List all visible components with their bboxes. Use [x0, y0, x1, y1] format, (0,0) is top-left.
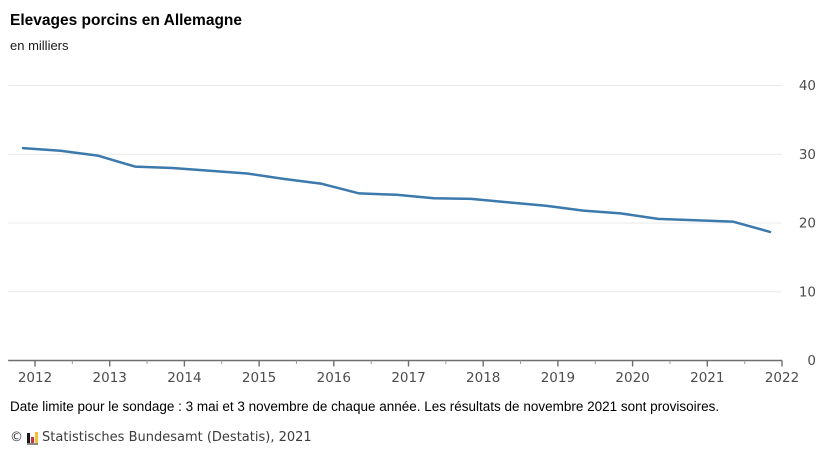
y-tick-label-30: 30 — [799, 147, 816, 163]
x-tick-label-2017: 2017 — [391, 370, 425, 386]
x-tick-label-2016: 2016 — [317, 370, 351, 386]
logo-bar-black — [27, 433, 30, 443]
y-tick-label-0: 0 — [807, 353, 816, 369]
survey-date-note: Date limite pour le sondage : 3 mai et 3… — [10, 399, 720, 414]
x-tick-label-2015: 2015 — [242, 370, 276, 386]
line-chart: 0 10 20 30 40 2012 2013 2014 2015 2016 2017 2018 201… — [8, 78, 816, 386]
x-tick-label-2018: 2018 — [466, 370, 500, 386]
page-title: Elevages porcins en Allemagne — [10, 12, 243, 29]
x-tick-label-2013: 2013 — [93, 370, 127, 386]
y-tick-label-40: 40 — [799, 78, 816, 94]
destatis-bar-chart-icon — [27, 430, 38, 445]
x-tick-label-2014: 2014 — [167, 370, 201, 386]
chart-unit-label: en milliers — [10, 38, 69, 53]
copyright-symbol: © — [10, 430, 23, 445]
x-tick-label-2019: 2019 — [541, 370, 575, 386]
x-tick-label-2020: 2020 — [615, 370, 649, 386]
copyright-line: © Statistisches Bundesamt (Destatis), 20… — [10, 430, 312, 445]
x-tick-label-2021: 2021 — [690, 370, 724, 386]
copyright-text: Statistisches Bundesamt (Destatis), 2021 — [42, 430, 312, 445]
y-tick-label-20: 20 — [799, 216, 816, 232]
logo-bar-yellow — [35, 432, 38, 443]
x-tick-label-2012: 2012 — [18, 370, 52, 386]
data-line-elevages-porcins — [21, 146, 772, 234]
x-tick-label-2022: 2022 — [765, 370, 799, 386]
logo-bar-red — [31, 437, 34, 443]
y-tick-label-10: 10 — [799, 284, 816, 300]
